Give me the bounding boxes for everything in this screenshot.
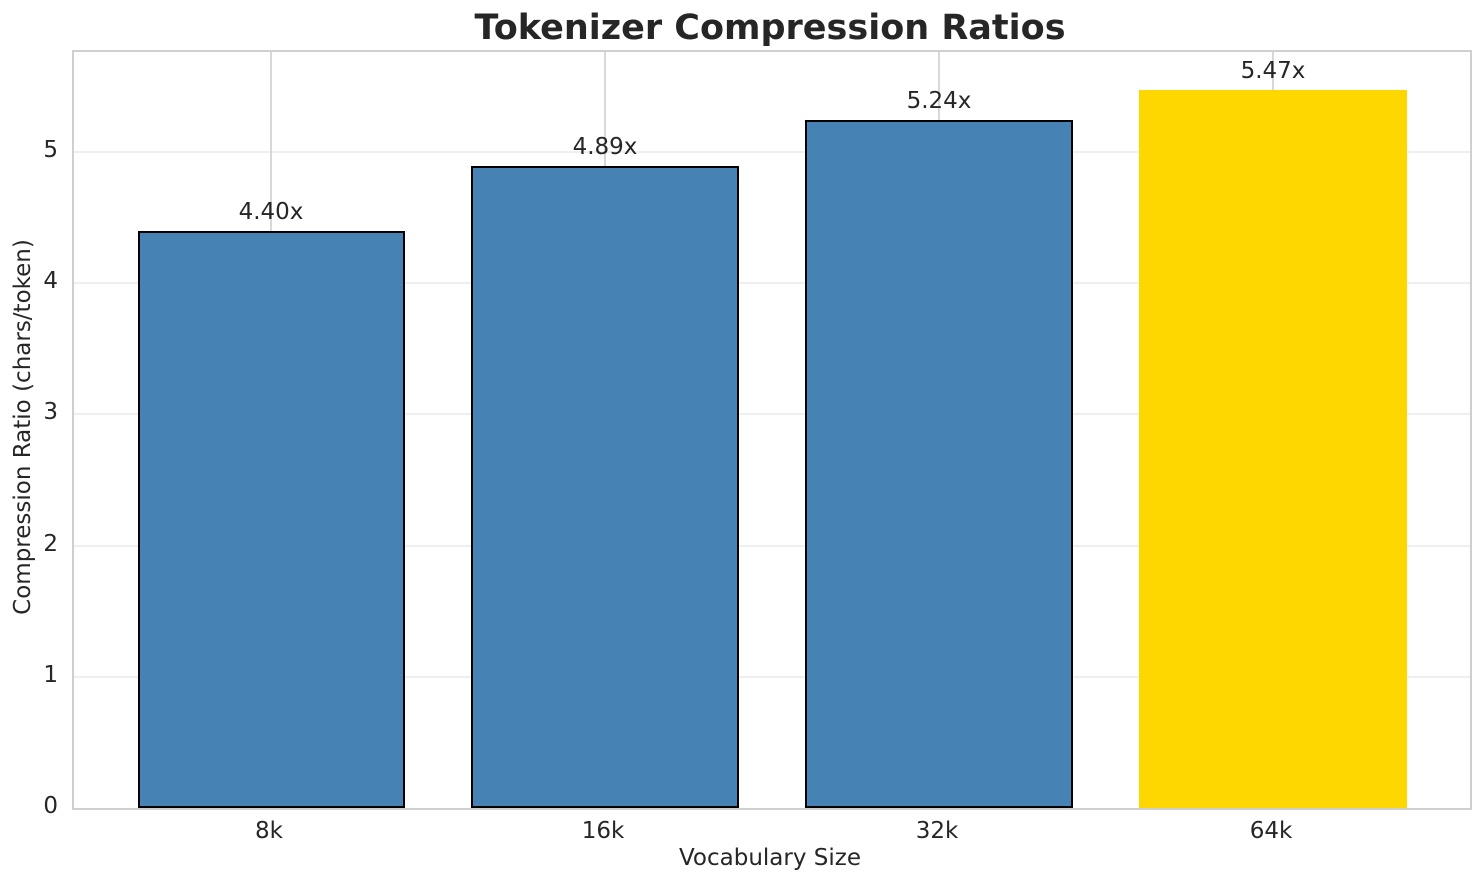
plot-area: 4.40x 4.89x 5.24x 5.47x [72, 50, 1472, 810]
chart-title: Tokenizer Compression Ratios [474, 8, 1066, 48]
y-gridline [74, 544, 1470, 547]
x-tick-label: 64k [1249, 818, 1293, 844]
bar-value-label: 5.24x [906, 88, 972, 115]
y-tick-label: 5 [43, 136, 58, 163]
y-gridline [74, 282, 1470, 284]
bar-64k [1139, 90, 1407, 808]
y-gridline [74, 150, 1470, 153]
y-tick-label: 1 [43, 661, 58, 688]
y-tick-label: 0 [43, 793, 58, 819]
x-tick-label: 16k [581, 818, 625, 844]
bar-value-label: 4.89x [572, 134, 638, 161]
y-tick-label: 2 [43, 530, 58, 557]
y-gridline [74, 413, 1470, 416]
bar-value-label: 4.40x [238, 198, 304, 225]
y-gridline [74, 675, 1470, 678]
bar-8k [137, 230, 405, 808]
bar-value-label: 5.47x [1240, 58, 1306, 85]
y-tick-label: 4 [43, 268, 58, 294]
x-axis-label: Vocabulary Size [678, 845, 861, 871]
bar-32k [805, 120, 1073, 808]
y-tick-label: 3 [43, 399, 58, 426]
bar-16k [471, 166, 739, 808]
x-tick-label: 32k [915, 818, 959, 844]
x-tick-label: 8k [255, 818, 283, 844]
